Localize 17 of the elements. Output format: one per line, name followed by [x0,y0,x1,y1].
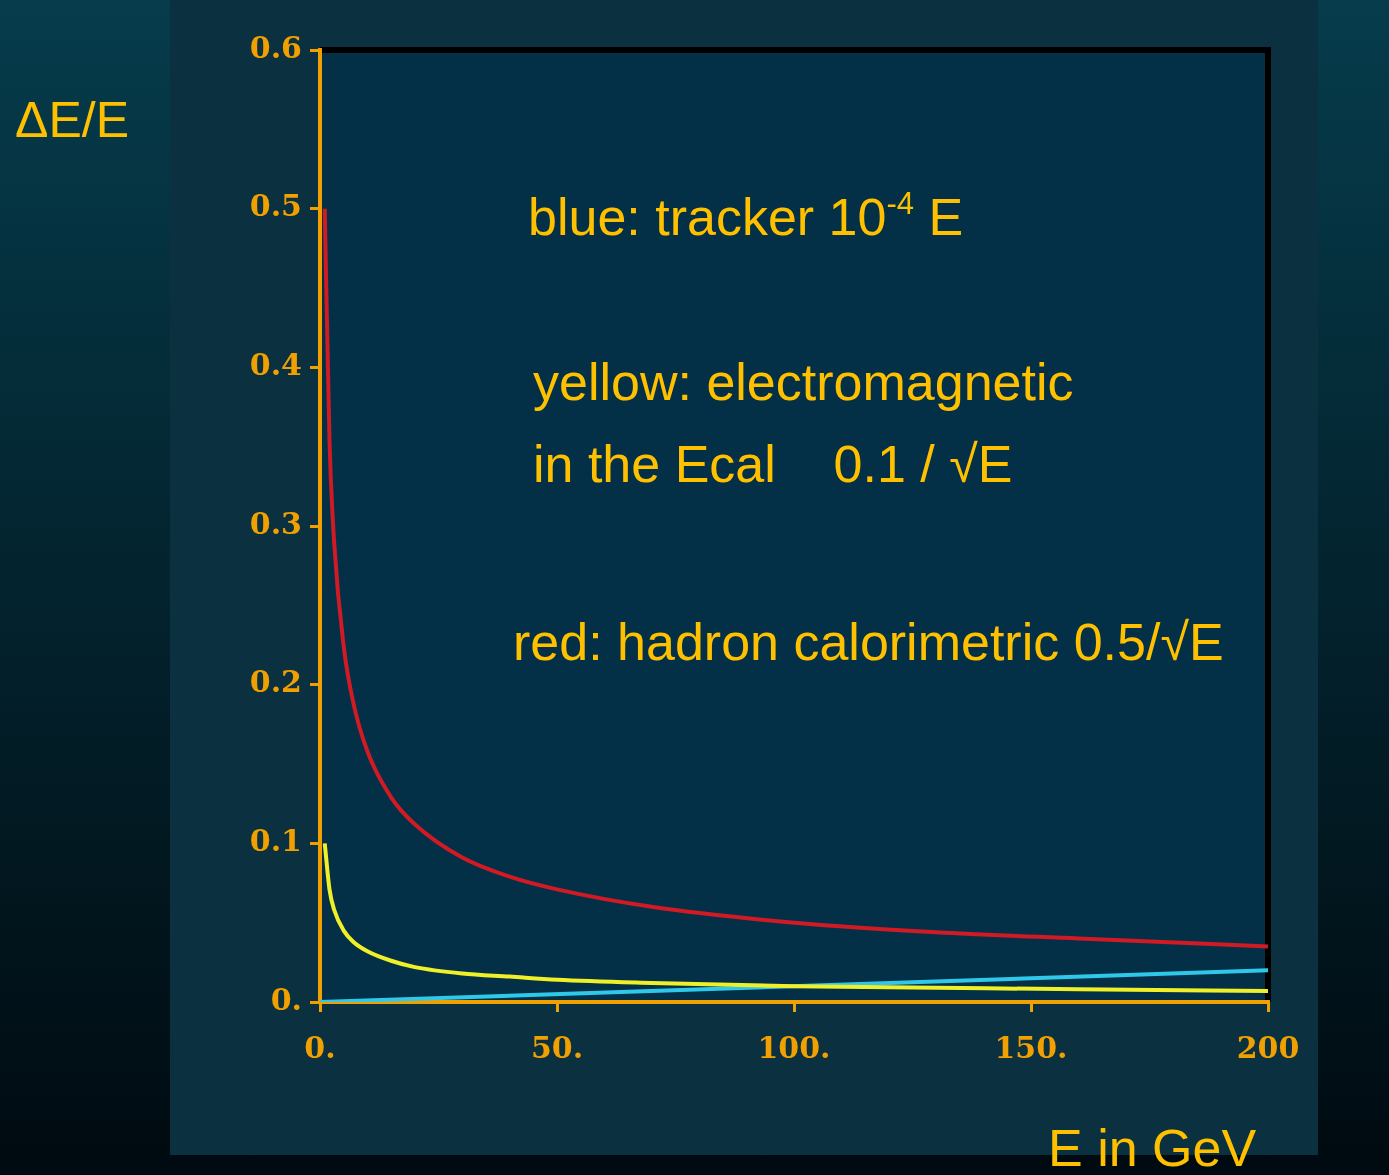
x-axis-title: E in GeV [1048,1119,1257,1175]
annotation: yellow: electromagnetic in the Ecal 0.1 / √E [533,353,1074,493]
x-tick-label: 50. [530,1029,584,1065]
annotation: red: hadron calorimetric 0.5/√E [513,613,1224,671]
x-tick-label: 100. [757,1029,831,1065]
y-tick-label: 0.1 [249,823,302,859]
line-series [322,841,1268,993]
y-tick-label: 0.2 [249,664,302,700]
y-tick-label: 0. [270,981,302,1017]
y-tick-label: 0.6 [249,29,302,65]
y-tick-label: 0.3 [249,505,302,541]
x-tick-label: 150. [994,1029,1068,1065]
y-axis-title: ΔE/E [15,92,129,148]
x-tick-label: 0. [304,1029,336,1065]
y-tick-label: 0.4 [249,347,302,383]
y-tick-label: 0.5 [249,188,302,224]
x-tick-label: 200 [1236,1029,1300,1065]
